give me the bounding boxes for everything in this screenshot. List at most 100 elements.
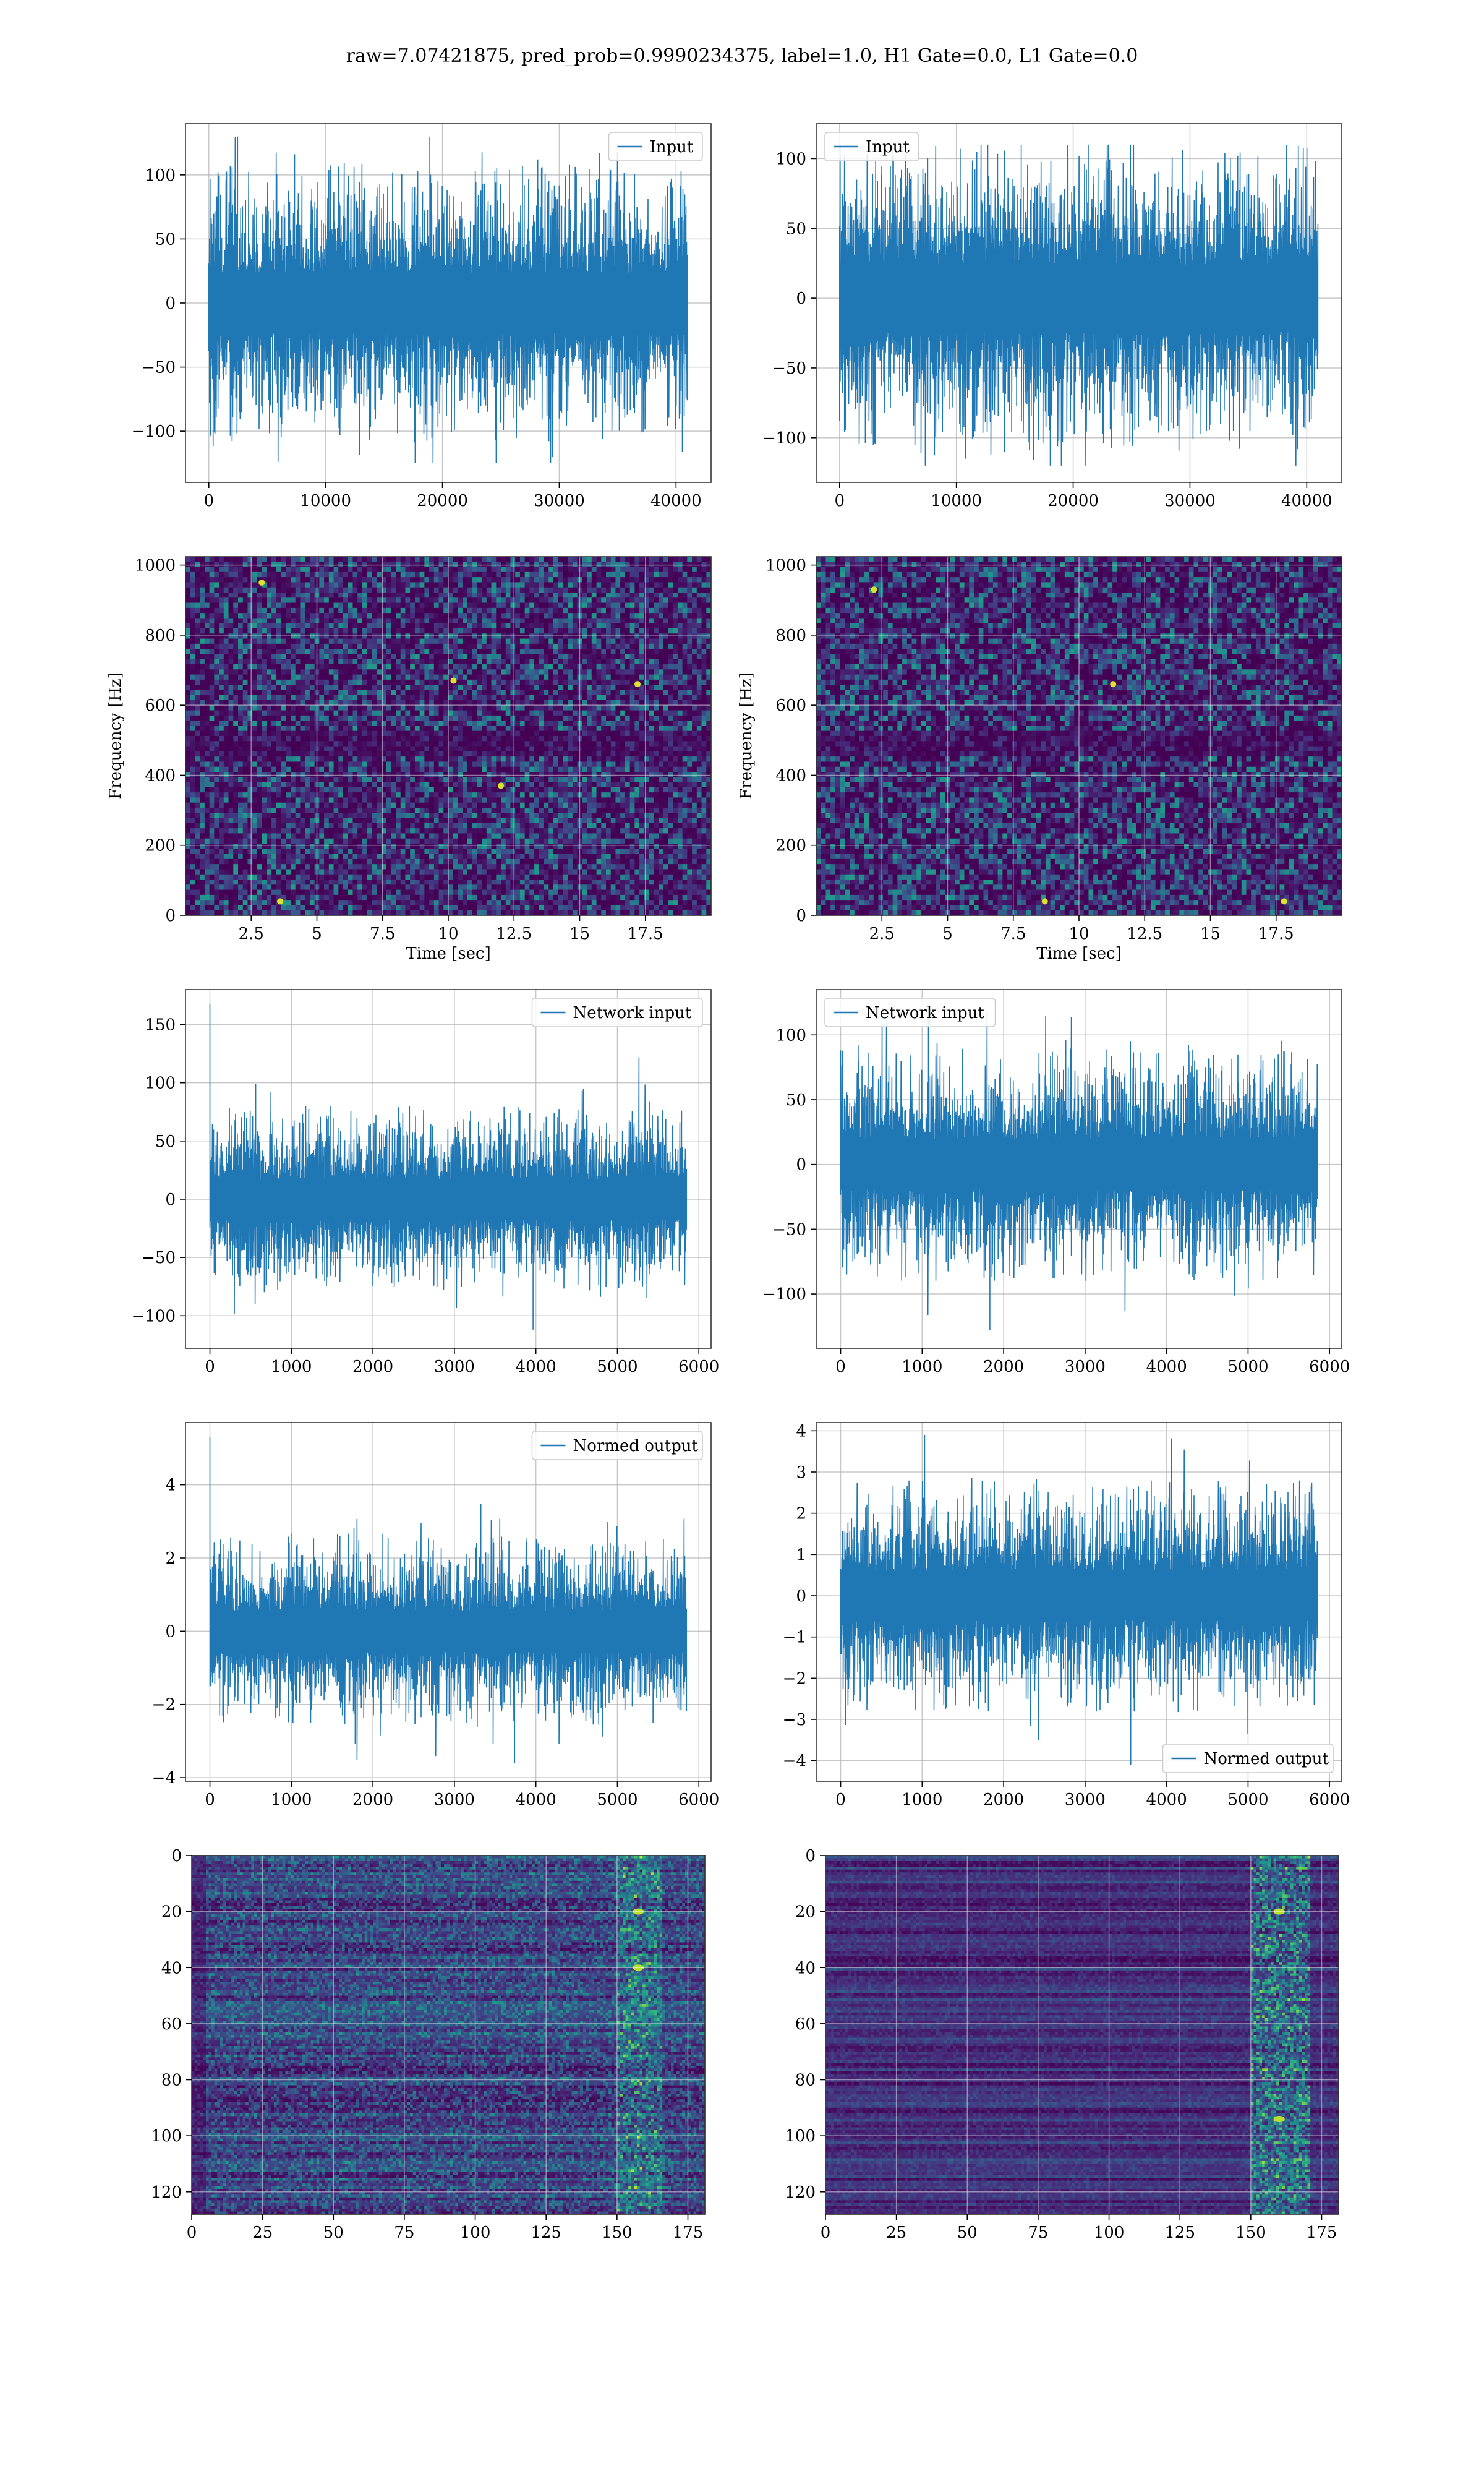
heatmap-cell bbox=[611, 639, 616, 644]
heatmap-cell bbox=[477, 623, 482, 629]
heatmap-cell bbox=[515, 623, 520, 629]
heatmap-cell bbox=[276, 623, 281, 629]
heatmap-cell bbox=[233, 633, 238, 639]
heatmap-cell bbox=[271, 649, 276, 654]
heatmap-cell bbox=[300, 593, 305, 598]
heatmap-cell bbox=[219, 562, 224, 567]
heatmap-cell bbox=[405, 557, 410, 562]
heatmap-cell bbox=[587, 572, 592, 578]
heatmap-cell bbox=[487, 623, 492, 629]
heatmap-cell bbox=[200, 562, 205, 567]
heatmap-cell bbox=[214, 597, 219, 603]
y-tick-label: 100 bbox=[145, 166, 176, 185]
heatmap-cell bbox=[186, 664, 190, 670]
heatmap-cell bbox=[515, 593, 520, 598]
heatmap-cell bbox=[582, 608, 587, 614]
heatmap-cell bbox=[391, 557, 396, 562]
heatmap-cell bbox=[324, 639, 329, 644]
heatmap-cell bbox=[659, 639, 663, 644]
heatmap-cell bbox=[558, 577, 563, 583]
heatmap-cell bbox=[210, 572, 215, 578]
heatmap-cell bbox=[467, 588, 472, 593]
heatmap-cell bbox=[257, 572, 262, 578]
heatmap-cell bbox=[496, 633, 501, 639]
heatmap-cell bbox=[563, 654, 568, 659]
heatmap-cell bbox=[324, 649, 329, 654]
heatmap-cell bbox=[563, 618, 568, 623]
heatmap-cell bbox=[300, 639, 305, 644]
heatmap-cell bbox=[634, 644, 639, 649]
heatmap-cell bbox=[352, 557, 357, 562]
heatmap-cell bbox=[367, 644, 372, 649]
heatmap-cell bbox=[453, 639, 458, 644]
heatmap-cell bbox=[367, 649, 372, 654]
heatmap-cell bbox=[458, 659, 463, 665]
heatmap-cell bbox=[592, 597, 597, 603]
heatmap-cell bbox=[482, 588, 487, 593]
heatmap-cell bbox=[276, 618, 281, 623]
heatmap-cell bbox=[401, 588, 406, 593]
heatmap-cell bbox=[229, 623, 234, 629]
heatmap-cell bbox=[448, 659, 453, 665]
heatmap-cell bbox=[639, 623, 644, 629]
heatmap-cell bbox=[487, 633, 492, 639]
heatmap-cell bbox=[458, 649, 463, 654]
heatmap-cell bbox=[487, 628, 492, 634]
heatmap-cell bbox=[515, 639, 520, 644]
heatmap-cell bbox=[568, 639, 573, 644]
heatmap-cell bbox=[563, 582, 568, 588]
heatmap-cell bbox=[630, 623, 635, 629]
heatmap-cell bbox=[683, 567, 688, 573]
heatmap-cell bbox=[620, 644, 625, 649]
heatmap-cell bbox=[420, 577, 425, 583]
heatmap-cell bbox=[186, 572, 190, 578]
heatmap-cell bbox=[649, 557, 654, 562]
heatmap-cell bbox=[262, 572, 267, 578]
heatmap-cell bbox=[601, 597, 606, 603]
heatmap-cell bbox=[391, 588, 396, 593]
heatmap-cell bbox=[453, 613, 458, 618]
heatmap-cell bbox=[372, 618, 377, 623]
heatmap-cell bbox=[472, 593, 477, 598]
heatmap-cell bbox=[520, 588, 525, 593]
heatmap-cell bbox=[683, 623, 688, 629]
heatmap-cell bbox=[448, 644, 453, 649]
heatmap-cell bbox=[654, 572, 659, 578]
heatmap-cell bbox=[659, 618, 663, 623]
heatmap-cell bbox=[348, 577, 353, 583]
heatmap-cell bbox=[615, 608, 620, 614]
heatmap-cell bbox=[492, 562, 497, 567]
heatmap-cell bbox=[334, 639, 339, 644]
heatmap-cell bbox=[396, 649, 401, 654]
heatmap-cell bbox=[448, 557, 453, 562]
heatmap-cell bbox=[238, 644, 243, 649]
heatmap-cell bbox=[420, 562, 425, 567]
heatmap-cell bbox=[673, 613, 678, 618]
heatmap-cell bbox=[243, 557, 248, 562]
heatmap-cell bbox=[453, 588, 458, 593]
heatmap-cell bbox=[238, 597, 243, 603]
heatmap-cell bbox=[210, 577, 215, 583]
heatmap-cell bbox=[467, 659, 472, 665]
heatmap-cell bbox=[453, 582, 458, 588]
heatmap-cell bbox=[525, 649, 530, 654]
heatmap-cell bbox=[224, 659, 229, 665]
heatmap-cell bbox=[587, 557, 592, 562]
heatmap-cell bbox=[372, 567, 377, 573]
heatmap-cell bbox=[229, 603, 234, 609]
heatmap-cell bbox=[568, 572, 573, 578]
heatmap-cell bbox=[415, 562, 420, 567]
heatmap-cell bbox=[396, 582, 401, 588]
heatmap-cell bbox=[391, 603, 396, 609]
heatmap-cell bbox=[429, 593, 434, 598]
heatmap-cell bbox=[291, 618, 296, 623]
heatmap-cell bbox=[291, 582, 296, 588]
heatmap-cell bbox=[463, 562, 467, 567]
heatmap-cell bbox=[338, 613, 343, 618]
heatmap-cell bbox=[654, 577, 659, 583]
heatmap-cell bbox=[352, 562, 357, 567]
heatmap-cell bbox=[544, 618, 549, 623]
heatmap-cell bbox=[281, 618, 286, 623]
heatmap-cell bbox=[367, 582, 372, 588]
heatmap-cell bbox=[501, 562, 506, 567]
